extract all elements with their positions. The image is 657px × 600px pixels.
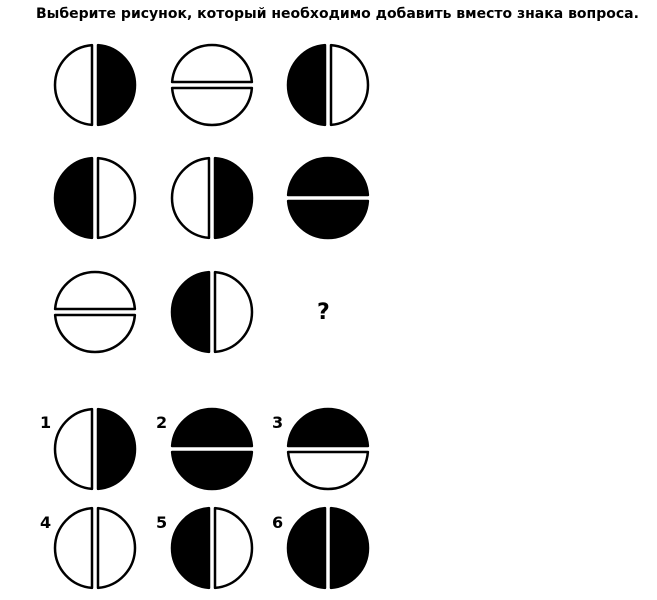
option-6-number: 6	[272, 513, 284, 532]
right-half	[96, 156, 137, 240]
left-half	[53, 43, 94, 127]
option-3-figure[interactable]	[283, 404, 373, 494]
split-circle-icon	[170, 270, 254, 354]
matrix-figure-r1c3	[283, 40, 373, 130]
bottom-half	[170, 450, 254, 491]
top-half	[286, 407, 370, 448]
left-half	[286, 43, 327, 127]
right-half	[213, 156, 254, 240]
question-mark: ?	[317, 300, 330, 325]
matrix-figure-r1c1	[50, 40, 140, 130]
option-5-number: 5	[156, 513, 168, 532]
option-2-figure[interactable]	[167, 404, 257, 494]
bottom-half	[286, 199, 370, 240]
split-circle-icon	[286, 43, 370, 127]
option-2-number: 2	[156, 413, 168, 432]
right-half	[96, 43, 137, 127]
right-half	[213, 270, 254, 354]
matrix-figure-r3c1	[50, 267, 140, 357]
top-half	[53, 270, 137, 311]
split-circle-icon	[170, 506, 254, 590]
split-circle-icon	[53, 156, 137, 240]
right-half	[213, 506, 254, 590]
option-3-number: 3	[272, 413, 284, 432]
top-half	[286, 156, 370, 197]
split-circle-icon	[53, 506, 137, 590]
split-circle-icon	[286, 156, 370, 240]
matrix-figure-r2c1	[50, 153, 140, 243]
split-circle-icon	[286, 506, 370, 590]
left-half	[170, 156, 211, 240]
right-half	[329, 43, 370, 127]
option-1-number: 1	[40, 413, 52, 432]
split-circle-icon	[53, 407, 137, 491]
split-circle-icon	[53, 270, 137, 354]
option-6-figure[interactable]	[283, 503, 373, 593]
option-4-number: 4	[40, 513, 52, 532]
task-title: Выберите рисунок, который необходимо доб…	[36, 6, 639, 22]
top-half	[170, 407, 254, 448]
matrix-figure-r2c3	[283, 153, 373, 243]
top-half	[170, 43, 254, 84]
option-4-figure[interactable]	[50, 503, 140, 593]
bottom-half	[170, 86, 254, 127]
left-half	[53, 156, 94, 240]
right-half	[96, 407, 137, 491]
right-half	[329, 506, 370, 590]
split-circle-icon	[53, 43, 137, 127]
split-circle-icon	[286, 407, 370, 491]
matrix-figure-r3c2	[167, 267, 257, 357]
left-half	[53, 407, 94, 491]
matrix-figure-r2c2	[167, 153, 257, 243]
left-half	[170, 506, 211, 590]
left-half	[53, 506, 94, 590]
bottom-half	[286, 450, 370, 491]
split-circle-icon	[170, 43, 254, 127]
split-circle-icon	[170, 156, 254, 240]
option-1-figure[interactable]	[50, 404, 140, 494]
bottom-half	[53, 313, 137, 354]
left-half	[170, 270, 211, 354]
split-circle-icon	[170, 407, 254, 491]
option-5-figure[interactable]	[167, 503, 257, 593]
left-half	[286, 506, 327, 590]
matrix-figure-r1c2	[167, 40, 257, 130]
right-half	[96, 506, 137, 590]
